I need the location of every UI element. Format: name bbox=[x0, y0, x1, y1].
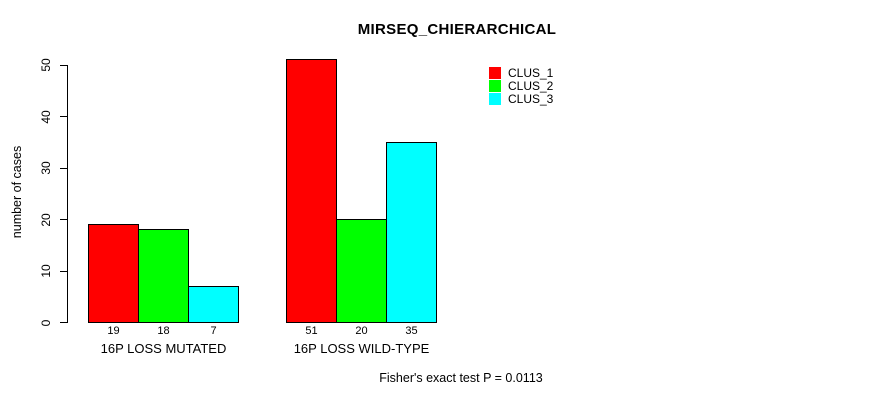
y-tick-label: 40 bbox=[39, 109, 53, 124]
bar-value-label: 18 bbox=[157, 325, 170, 337]
y-tick-mark bbox=[60, 116, 67, 117]
y-tick-label: 20 bbox=[39, 212, 53, 227]
chart-title: MIRSEQ_CHIERARCHICAL bbox=[357, 21, 557, 38]
bar-clus_3-group1 bbox=[188, 285, 239, 323]
x-category-label: 16P LOSS MUTATED bbox=[100, 341, 227, 356]
bar-clus_2-group1 bbox=[138, 229, 189, 323]
y-tick-mark bbox=[60, 270, 67, 272]
y-tick-label: 30 bbox=[39, 161, 53, 175]
y-tick-mark bbox=[60, 219, 67, 220]
bar-value-label: 7 bbox=[210, 325, 217, 337]
bar-clus_1-group1 bbox=[88, 224, 139, 323]
x-category-label: 16P LOSS WILD-TYPE bbox=[293, 341, 430, 356]
y-tick-mark bbox=[60, 167, 67, 169]
y-tick-mark bbox=[60, 64, 67, 66]
y-tick-label: 50 bbox=[39, 58, 53, 72]
bar-value-label: 19 bbox=[107, 325, 120, 337]
y-tick-label: 10 bbox=[39, 264, 53, 278]
bar-value-label: 35 bbox=[405, 325, 418, 337]
statistical-test-annotation: Fisher's exact test P = 0.0113 bbox=[379, 371, 543, 385]
bar-clus_1-group2 bbox=[286, 59, 337, 323]
y-tick-mark bbox=[60, 322, 67, 323]
y-axis-line bbox=[67, 64, 68, 323]
bar-clus_2-group2 bbox=[336, 219, 387, 323]
bar-value-label: 20 bbox=[355, 325, 368, 337]
bar-value-label: 51 bbox=[305, 325, 318, 337]
bar-clus_3-group2 bbox=[386, 141, 437, 323]
y-tick-label: 0 bbox=[39, 319, 53, 326]
